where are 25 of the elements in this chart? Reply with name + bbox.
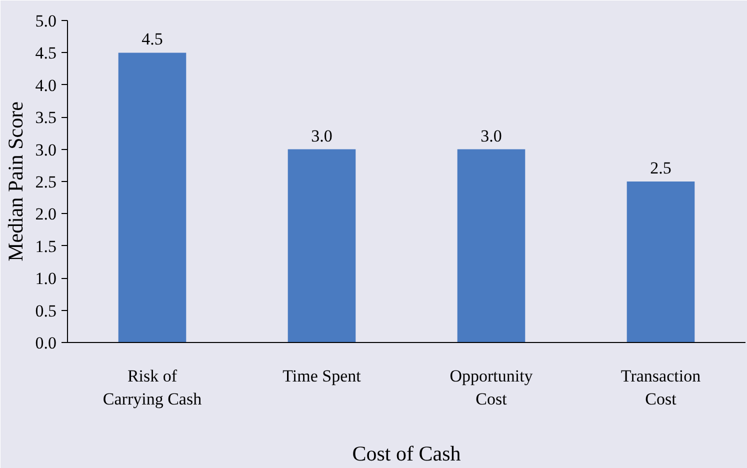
y-tick-label: 2.0: [35, 204, 56, 224]
y-axis-title: Median Pain Score: [3, 102, 28, 262]
y-tick-label: 1.0: [35, 269, 56, 288]
y-tick-label: 4.5: [35, 44, 56, 63]
y-tick-label: 3.0: [35, 140, 56, 160]
y-tick-label: 1.5: [35, 236, 56, 256]
bar: [626, 182, 695, 342]
y-tick-label: 4.0: [35, 76, 56, 95]
data-label: 3.0: [480, 126, 502, 146]
x-tick-label: Risk of Carrying Cash: [102, 366, 202, 408]
bar: [118, 52, 186, 342]
bar: [288, 149, 356, 342]
y-tick-label: 3.5: [35, 108, 56, 128]
data-label: 4.5: [142, 30, 163, 49]
x-tick-label: Opportunity Cost: [450, 366, 534, 408]
y-tick-label: 0.5: [35, 301, 56, 320]
bar: [457, 149, 526, 342]
data-label: 3.0: [311, 126, 332, 146]
y-tick-label: 0.0: [35, 334, 56, 352]
x-tick-label: Transaction Cost: [620, 366, 702, 408]
x-tick-label: Time Spent: [282, 366, 362, 386]
data-label: 2.5: [650, 158, 672, 178]
x-axis-title: Cost of Cash: [352, 441, 462, 466]
y-tick-label: 5.0: [35, 12, 56, 30]
y-tick-label: 2.5: [35, 172, 56, 192]
